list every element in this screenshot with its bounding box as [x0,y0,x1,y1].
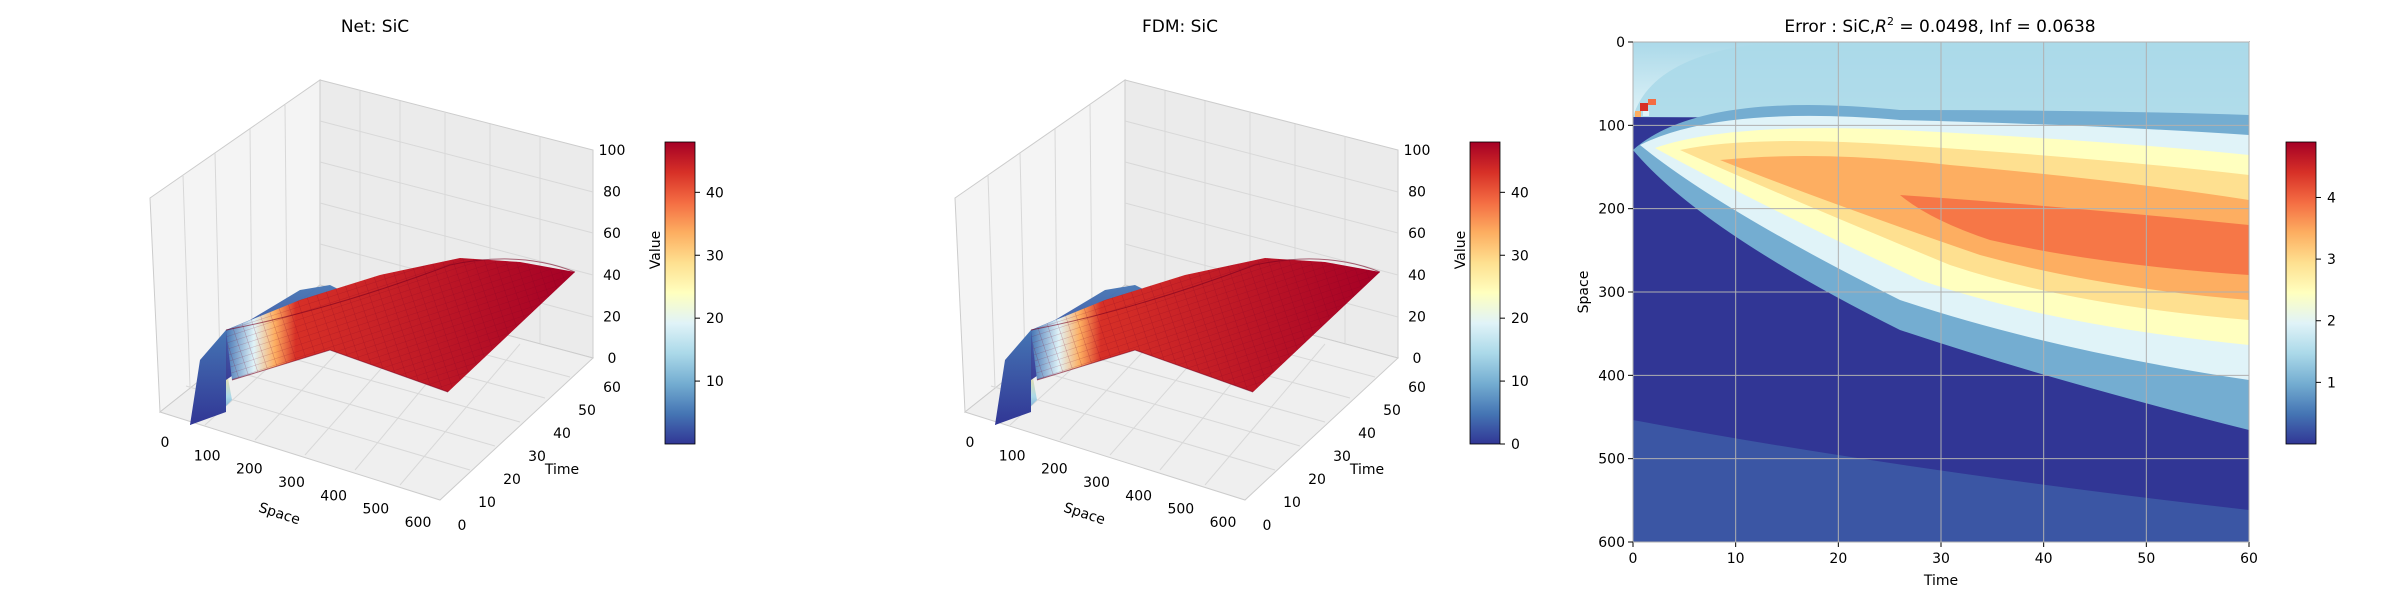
x-tick-label: 30 [1932,551,1950,567]
net-surface-panel: Net: SiC [149,17,724,534]
z-tick-label: 40 [1408,268,1426,284]
x-tick-label: 600 [1210,515,1237,531]
net-chart-title: Net: SiC [341,17,409,37]
x-tick-label: 200 [236,462,263,478]
fdm-chart-title: FDM: SiC [1142,17,1218,37]
x-tick-label: 60 [2240,551,2258,567]
net-z-ticks: 0 20 40 60 80 100 [599,143,626,367]
y-tick-label: 10 [1283,495,1301,511]
y-tick-label: 20 [503,472,521,488]
y-tick-label: 40 [1358,426,1376,442]
fdm-colorbar-ticks: 0 10 20 30 40 [1500,185,1529,453]
z-tick-label: 20 [603,309,621,325]
y-tick-label: 60 [603,380,621,396]
colorbar-tick-label: 4 [2327,190,2336,206]
fdm-y-ticks: 0 10 20 30 40 50 60 [1263,380,1426,534]
y-tick-label: 400 [1598,368,1625,384]
colorbar-tick-label: 20 [706,311,724,327]
x-tick-label: 100 [194,448,221,464]
net-colorbar [664,141,696,445]
error-y-ticks: 0 100 200 300 400 500 600 [1598,35,1625,551]
y-tick-label: 20 [1308,472,1326,488]
x-tick-label: 300 [1083,475,1110,491]
colorbar-tick-label: 20 [1511,311,1529,327]
colorbar-tick-label: 10 [1511,374,1529,390]
colorbar-tick-label: 40 [1511,185,1529,201]
x-tick-label: 300 [278,475,305,491]
z-tick-label: 60 [1408,226,1426,242]
z-tick-label: 40 [603,268,621,284]
x-tick-label: 500 [362,502,389,518]
x-tick-label: 100 [999,448,1026,464]
error-x-ticks: 0 10 20 30 40 50 60 [1629,551,2258,567]
colorbar-tick-label: 0 [1511,437,1520,453]
x-tick-label: 10 [1727,551,1745,567]
z-tick-label: 0 [1413,351,1422,367]
x-tick-label: 0 [161,435,170,451]
y-tick-label: 10 [478,495,496,511]
y-tick-label: 50 [578,403,596,419]
colorbar-tick-label: 10 [706,374,724,390]
error-x-label: Time [1923,573,1958,589]
x-tick-label: 400 [1125,488,1152,504]
net-x-ticks: 0 100 200 300 400 500 600 [161,435,432,531]
error-colorbar-ticks: 1 2 3 4 [2316,190,2336,391]
y-tick-label: 60 [1408,380,1426,396]
net-colorbar-ticks: 10 20 30 40 [695,185,724,390]
error-chart-title: Error : SiC,R2 = 0.0498, Inf = 0.0638 [1784,15,2095,37]
net-surface [190,258,576,425]
colorbar-tick-label: 40 [706,185,724,201]
fdm-z-ticks: 0 20 40 60 80 100 [1404,143,1431,367]
fdm-x-ticks: 0 100 200 300 400 500 600 [966,435,1237,531]
y-tick-label: 30 [1333,449,1351,465]
x-tick-label: 0 [1629,551,1638,567]
y-tick-label: 0 [1263,518,1272,534]
error-y-label: Space [1576,271,1592,314]
z-tick-label: 100 [599,143,626,159]
fdm-surface-panel: FDM: SiC [954,17,1529,534]
z-tick-label: 80 [1408,185,1426,201]
z-tick-label: 100 [1404,143,1431,159]
colorbar-tick-label: 30 [1511,248,1529,264]
z-tick-label: 0 [608,351,617,367]
error-gridlines [1628,41,2250,547]
colorbar-tick-label: 3 [2327,252,2336,268]
colorbar-tick-label: 1 [2327,375,2336,391]
x-tick-label: 40 [2035,551,2053,567]
y-tick-label: 0 [458,518,467,534]
fdm-z-label: Value [1453,231,1469,269]
error-heatmap-panel: Error : SiC,R2 = 0.0498, Inf = 0.0638 0 1… [1576,15,2336,589]
x-tick-label: 600 [405,515,432,531]
x-tick-label: 500 [1167,502,1194,518]
y-tick-label: 200 [1598,202,1625,218]
z-tick-label: 20 [1408,309,1426,325]
y-tick-label: 0 [1616,35,1625,51]
y-tick-label: 30 [528,449,546,465]
y-tick-label: 500 [1598,452,1625,468]
y-tick-label: 600 [1598,535,1625,551]
z-tick-label: 80 [603,185,621,201]
colorbar-tick-label: 2 [2327,314,2336,330]
y-tick-label: 40 [553,426,571,442]
x-tick-label: 20 [1829,551,1847,567]
y-tick-label: 300 [1598,285,1625,301]
x-tick-label: 50 [2137,551,2155,567]
net-x-label: Space [256,500,302,528]
x-tick-label: 0 [966,435,975,451]
error-colorbar [2285,141,2317,445]
z-tick-label: 60 [603,226,621,242]
y-tick-label: 100 [1598,118,1625,134]
y-tick-label: 50 [1383,403,1401,419]
x-tick-label: 400 [320,488,347,504]
fdm-surface [995,258,1381,425]
colorbar-tick-label: 30 [706,248,724,264]
net-z-label: Value [648,231,664,269]
net-y-label: Time [544,462,579,478]
net-y-ticks: 0 10 20 30 40 50 60 [458,380,621,534]
fdm-y-label: Time [1349,462,1384,478]
fdm-x-label: Space [1061,500,1107,528]
fdm-colorbar [1469,141,1501,445]
x-tick-label: 200 [1041,462,1068,478]
